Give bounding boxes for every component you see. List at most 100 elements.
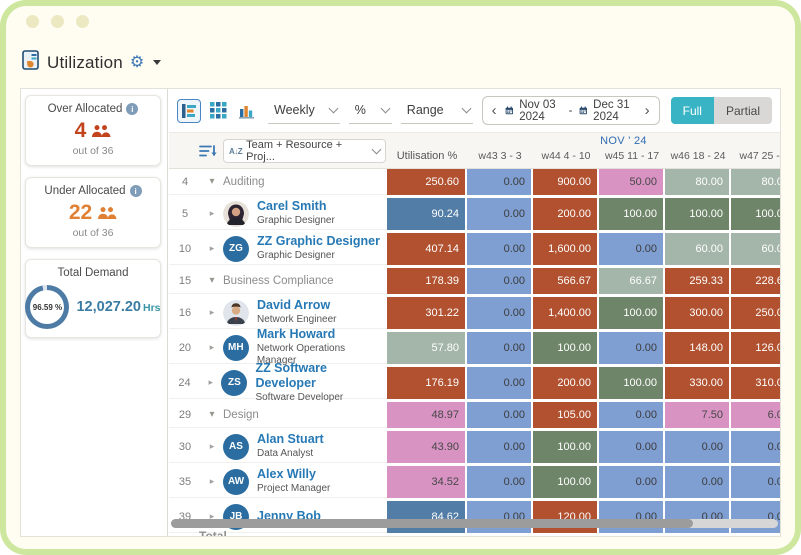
- total-footer-row: Total: [169, 529, 780, 536]
- partial-button[interactable]: Partial: [713, 97, 772, 124]
- row-left-pane: 29 ▾ Design: [169, 402, 387, 428]
- date-from-field[interactable]: Nov 03 2024: [519, 98, 556, 123]
- week-value-cell: 148.00: [665, 332, 729, 364]
- resource-name-link[interactable]: Carel Smith: [257, 199, 327, 214]
- period-select[interactable]: Weekly: [268, 98, 340, 124]
- resource-name-link[interactable]: ZZ Graphic Designer: [257, 234, 380, 249]
- row-left-pane: 4 ▾ Auditing: [169, 169, 387, 195]
- window-dot: [76, 15, 89, 28]
- info-icon[interactable]: [129, 185, 142, 197]
- row-number: 20: [178, 341, 192, 354]
- week-value-cell: 300.00: [665, 297, 729, 329]
- resource-role: Network Operations Manager: [256, 342, 346, 367]
- month-header: NOV ' 24: [600, 135, 647, 147]
- group-by-value: Team + Resource + Proj...: [246, 139, 343, 163]
- expand-arrow-icon[interactable]: ▸: [209, 208, 215, 218]
- range-select[interactable]: Range: [400, 98, 473, 124]
- total-label: Total: [199, 529, 227, 536]
- horizontal-scrollbar[interactable]: [171, 519, 778, 528]
- utilisation-cell: 90.24: [387, 198, 465, 230]
- expand-arrow-icon[interactable]: ▸: [208, 377, 214, 387]
- week-value-cell: 0.00: [599, 466, 663, 498]
- utilisation-cell: 178.39: [387, 268, 465, 294]
- week-value-cell: 0.00: [467, 332, 531, 364]
- week-value-cell: 126.00: [731, 332, 780, 364]
- expand-arrow-icon[interactable]: ▸: [209, 476, 215, 486]
- sort-filter-icon[interactable]: [199, 144, 217, 158]
- grid-view-icon[interactable]: [206, 99, 230, 123]
- total-demand-card: Total Demand 96.59 % 12,027.20 Hrs: [25, 259, 161, 338]
- group-by-select[interactable]: A↓Z Team + Resource + Proj...: [223, 139, 386, 163]
- week-value-cell: 0.00: [467, 169, 531, 195]
- collapse-arrow-icon[interactable]: ▾: [209, 176, 215, 187]
- row-number: 16: [178, 306, 192, 319]
- toolbar: Weekly % Range ‹: [169, 89, 780, 133]
- expand-arrow-icon[interactable]: ▸: [209, 441, 215, 451]
- group-name: Auditing: [223, 175, 265, 188]
- resource-name-link[interactable]: ZZ Software Developer: [255, 360, 327, 391]
- week-value-cell: 1,400.00: [533, 297, 597, 329]
- collapse-arrow-icon[interactable]: ▾: [209, 409, 215, 420]
- resource-name-link[interactable]: Alan Stuart: [257, 432, 324, 447]
- calendar-icon: [579, 106, 587, 115]
- under-allocated-title: Under Allocated: [44, 185, 126, 197]
- utilization-main-panel: Weekly % Range ‹: [169, 89, 780, 536]
- schedule-view-icon[interactable]: [177, 98, 201, 123]
- week-header: w47 25 - 1: [739, 150, 780, 162]
- next-range-button[interactable]: ›: [644, 102, 650, 119]
- expand-arrow-icon[interactable]: ▸: [209, 307, 215, 317]
- full-button[interactable]: Full: [670, 97, 714, 124]
- week-value-cell: 900.00: [533, 169, 597, 195]
- unit-select[interactable]: %: [348, 98, 392, 124]
- resource-row: 20 ▸ MH Mark Howard Network Operations Manag…: [169, 327, 780, 366]
- under-allocated-subtext: out of 36: [72, 227, 114, 239]
- over-allocated-card: Over Allocated 4 out of 36: [25, 95, 161, 166]
- row-number: 30: [178, 440, 192, 453]
- week-value-cell: 100.00: [599, 297, 663, 329]
- calendar-icon: [505, 106, 513, 115]
- expand-arrow-icon[interactable]: ▸: [209, 342, 215, 352]
- date-to-field[interactable]: Dec 31 2024: [593, 98, 630, 123]
- row-left-pane: 35 ▸ AW Alex Willy Project Manager: [169, 466, 387, 498]
- window-background: Utilization ⚙ Over Allocated 4: [6, 6, 795, 549]
- week-value-cell: 0.00: [665, 466, 729, 498]
- resource-role: Software Developer: [255, 391, 344, 403]
- row-number: 29: [178, 408, 192, 421]
- week-value-cell: 0.00: [731, 431, 780, 463]
- prev-range-button[interactable]: ‹: [491, 102, 497, 119]
- scrollbar-thumb[interactable]: [171, 519, 694, 528]
- row-left-pane: 30 ▸ AS Alan Stuart Data Analyst: [169, 431, 387, 463]
- chevron-down-icon: [328, 103, 339, 113]
- resource-role: Network Engineer: [257, 314, 337, 326]
- chart-view-icon[interactable]: [235, 99, 259, 123]
- week-value-cell: 310.00: [731, 367, 780, 399]
- settings-gear-icon[interactable]: ⚙: [129, 53, 145, 71]
- resource-photo-avatar: [223, 200, 249, 227]
- week-value-cell: 0.00: [599, 233, 663, 265]
- group-name: Business Compliance: [223, 274, 334, 287]
- utilisation-cell: 43.90: [387, 431, 465, 463]
- row-left-pane: 20 ▸ MH Mark Howard Network Operations Manag…: [169, 327, 387, 366]
- chevron-down-icon: [380, 103, 391, 113]
- under-allocated-count: 22: [68, 201, 93, 224]
- collapse-arrow-icon[interactable]: ▾: [209, 275, 215, 286]
- resource-role: Project Manager: [257, 483, 331, 495]
- date-range-picker: ‹ Nov 03 2024 -: [481, 96, 660, 125]
- expand-arrow-icon[interactable]: ▸: [209, 511, 215, 521]
- week-value-cell: 0.00: [731, 466, 780, 498]
- info-icon[interactable]: [126, 103, 139, 115]
- resource-name-link[interactable]: Mark Howard: [256, 327, 336, 342]
- resource-row: 5 ▸ Carel Smith Graphic Designer 90.24 0.00 20…: [169, 198, 780, 230]
- week-header: w46 18 - 24: [670, 150, 726, 162]
- table-header: A↓Z Team + Resource + Proj... Utilisatio…: [169, 133, 780, 169]
- resource-name-link[interactable]: Alex Willy: [257, 467, 316, 482]
- row-number: 35: [178, 475, 192, 488]
- settings-caret-icon[interactable]: [153, 60, 162, 65]
- window-dot: [26, 15, 39, 28]
- resource-name-link[interactable]: David Arrow: [257, 298, 331, 313]
- week-value-cell: 100.00: [731, 198, 780, 230]
- expand-arrow-icon[interactable]: ▸: [209, 243, 215, 253]
- week-value-cell: 200.00: [533, 367, 597, 399]
- week-value-cell: 0.00: [467, 268, 531, 294]
